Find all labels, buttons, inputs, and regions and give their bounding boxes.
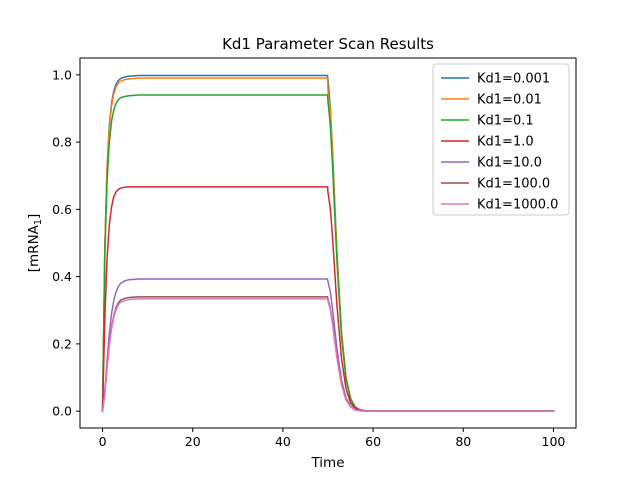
y-axis-label: [mRNA1] <box>26 214 44 272</box>
y-tick-label: 1.0 <box>52 67 72 82</box>
legend-label: Kd1=0.001 <box>477 72 550 87</box>
legend-label: Kd1=100.0 <box>477 177 550 192</box>
y-tick-label: 0.0 <box>52 404 72 419</box>
x-tick-label: 40 <box>275 434 291 449</box>
chart-title: Kd1 Parameter Scan Results <box>222 35 434 53</box>
legend-label: Kd1=1.0 <box>477 135 534 150</box>
y-tick-label: 0.8 <box>52 135 72 150</box>
legend: Kd1=0.001 Kd1=0.01 Kd1=0.1 Kd1=1.0 Kd1=10.0 K… <box>432 63 570 216</box>
y-axis-label-subscript: 1 <box>33 219 44 225</box>
x-tick-label: 80 <box>455 434 471 449</box>
legend-box <box>432 63 570 216</box>
x-tick-label: 60 <box>365 434 381 449</box>
y-tick-label: 0.4 <box>52 269 72 284</box>
y-tick-label: 0.2 <box>52 336 72 351</box>
x-tick-label: 20 <box>185 434 201 449</box>
y-tick-label: 0.6 <box>52 202 72 217</box>
axes-frame <box>79 57 577 429</box>
y-axis-ticks: 0.0 0.2 0.4 0.6 0.8 1.0 <box>52 67 80 419</box>
legend-label: Kd1=10.0 <box>477 156 542 171</box>
legend-label: Kd1=0.1 <box>477 114 534 129</box>
x-tick-label: 100 <box>542 434 566 449</box>
legend-label: Kd1=1000.0 <box>477 198 558 213</box>
x-axis-label: Time <box>310 455 344 471</box>
y-axis-label-suffix: ] <box>26 214 42 219</box>
y-axis-label-main: [mRNA <box>26 224 42 272</box>
legend-label: Kd1=0.01 <box>477 93 542 108</box>
x-tick-label: 0 <box>99 434 107 449</box>
series-line-6 <box>101 298 555 413</box>
x-axis-ticks: 0 20 40 60 80 100 <box>99 428 566 449</box>
plot-series <box>101 74 555 413</box>
